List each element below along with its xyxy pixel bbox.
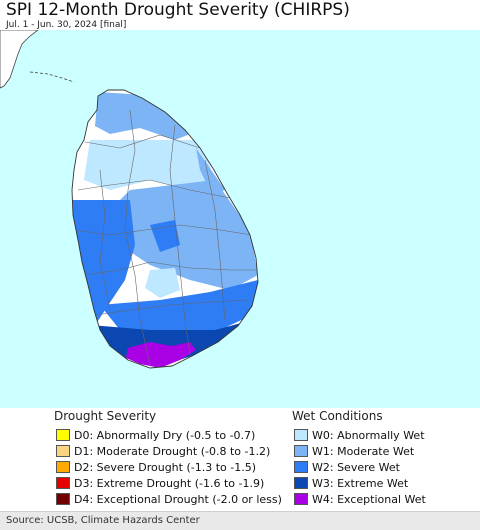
legend-label-w3: W3: Extreme Wet	[312, 476, 409, 490]
legend-swatch-d2	[56, 461, 70, 473]
wet-legend-title: Wet Conditions	[292, 409, 383, 423]
legend-swatch-d1	[56, 445, 70, 457]
legend-label-d1: D1: Moderate Drought (-0.8 to -1.2)	[74, 444, 271, 458]
legend-label-w2: W2: Severe Wet	[312, 460, 400, 474]
legend-item-d3: D3: Extreme Drought (-1.6 to -1.9)	[56, 475, 264, 491]
legend-item-d0: D0: Abnormally Dry (-0.5 to -0.7)	[56, 427, 255, 443]
legend-swatch-w2	[294, 461, 308, 473]
legend-label-d4: D4: Exceptional Drought (-2.0 or less)	[74, 492, 282, 506]
legend-label-w4: W4: Exceptional Wet	[312, 492, 426, 506]
legend-item-w3: W3: Extreme Wet	[294, 475, 408, 491]
map-subtitle: Jul. 1 - Jun. 30, 2024 [final]	[6, 20, 127, 30]
district-boundaries	[74, 109, 258, 366]
legend-item-w4: W4: Exceptional Wet	[294, 491, 426, 507]
legend-item-d1: D1: Moderate Drought (-0.8 to -1.2)	[56, 443, 270, 459]
legend-label-w1: W1: Moderate Wet	[312, 444, 415, 458]
sri-lanka-coastline	[71, 89, 259, 369]
legend-item-w0: W0: Abnormally Wet	[294, 427, 425, 443]
legend-item-d2: D2: Severe Drought (-1.3 to -1.5)	[56, 459, 256, 475]
legend-item-d4: D4: Exceptional Drought (-2.0 or less)	[56, 491, 282, 507]
source-text: Source: UCSB, Climate Hazards Center	[6, 515, 200, 526]
map-title: SPI 12-Month Drought Severity (CHIRPS)	[6, 0, 350, 20]
legend-swatch-w4	[294, 493, 308, 505]
legend-label-w0: W0: Abnormally Wet	[312, 428, 425, 442]
legend-swatch-w1	[294, 445, 308, 457]
legend-swatch-w3	[294, 477, 308, 489]
legend-label-d3: D3: Extreme Drought (-1.6 to -1.9)	[74, 476, 265, 490]
drought-map	[0, 30, 480, 408]
legend-swatch-d0	[56, 429, 70, 441]
source-footer: Source: UCSB, Climate Hazards Center	[0, 511, 480, 530]
drought-legend-title: Drought Severity	[54, 409, 157, 423]
legend-swatch-d4	[56, 493, 70, 505]
legend-item-w1: W1: Moderate Wet	[294, 443, 414, 459]
adams-bridge-islands	[29, 71, 75, 83]
india-coastline	[0, 30, 39, 89]
legend-label-d0: D0: Abnormally Dry (-0.5 to -0.7)	[74, 428, 256, 442]
legend-swatch-d3	[56, 477, 70, 489]
legend-label-d2: D2: Severe Drought (-1.3 to -1.5)	[74, 460, 257, 474]
legend-item-w2: W2: Severe Wet	[294, 459, 400, 475]
legend-swatch-w0	[294, 429, 308, 441]
